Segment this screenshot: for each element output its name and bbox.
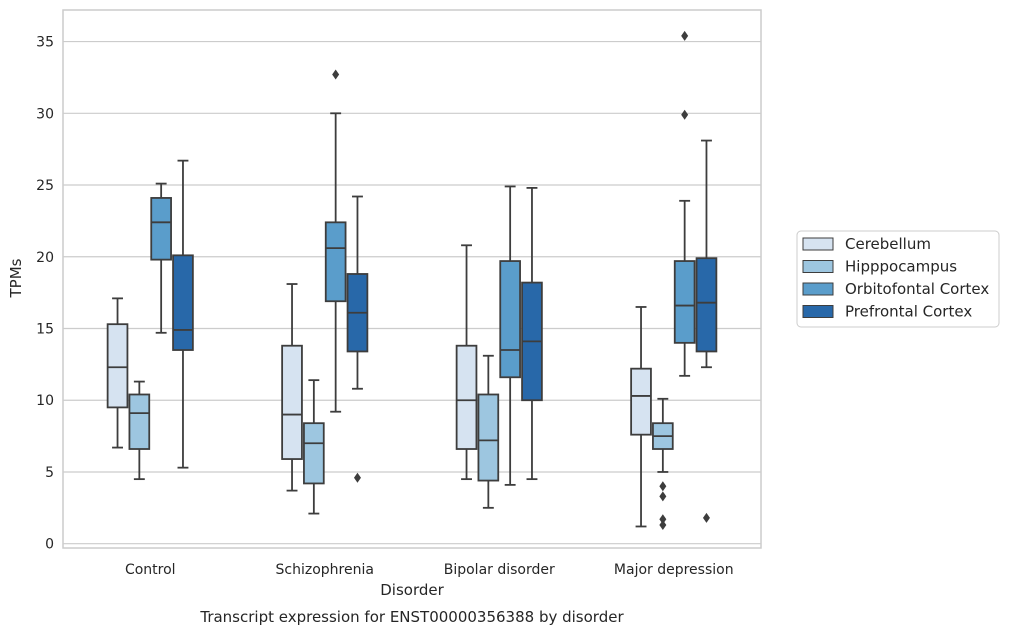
box-group — [128, 380, 151, 481]
box — [324, 221, 347, 303]
box — [281, 344, 303, 460]
gridlines — [63, 40, 761, 545]
y-axis-label: TPMs — [7, 258, 25, 298]
box-group — [521, 186, 543, 481]
box — [499, 260, 521, 379]
box-group — [673, 30, 696, 377]
legend-label: Hipppocampus — [845, 258, 957, 276]
x-tick-labels: Control Schizophrenia Bipolar disorder Majo… — [125, 562, 734, 578]
axes-frame — [62, 9, 762, 549]
legend-label: Prefrontal Cortex — [845, 303, 972, 321]
outlier-point — [659, 491, 667, 502]
outlier-point — [353, 472, 361, 483]
legend-swatch — [802, 282, 834, 296]
box-group — [172, 159, 194, 469]
box-group — [499, 185, 521, 486]
outlier-point — [659, 481, 667, 492]
box-group — [324, 69, 347, 413]
box — [128, 393, 151, 450]
legend-swatch — [802, 260, 834, 273]
outlier-point — [332, 69, 340, 80]
y-tick-label: 0 — [45, 537, 54, 553]
box-group — [281, 283, 303, 492]
box — [673, 260, 696, 344]
y-tick-label: 10 — [36, 393, 54, 409]
box — [150, 197, 172, 261]
legend-label: Orbitofontal Cortex — [845, 280, 989, 298]
box-group — [346, 195, 369, 483]
legend-swatch — [802, 237, 834, 251]
y-tick-label: 35 — [36, 35, 54, 51]
x-tick-label: Bipolar disorder — [444, 562, 555, 578]
x-tick-label: Control — [125, 562, 176, 578]
y-tick-label: 5 — [45, 465, 54, 481]
box-plot-area — [106, 30, 718, 531]
box-group — [303, 379, 325, 515]
outlier-point — [681, 30, 689, 41]
box — [172, 254, 194, 351]
box-group — [652, 397, 674, 531]
box — [630, 367, 652, 436]
box-group — [477, 354, 500, 509]
box-group — [455, 244, 478, 481]
box — [455, 344, 478, 450]
legend-swatch — [802, 305, 834, 318]
outlier-point — [681, 109, 689, 120]
legend-label: Cerebellum — [845, 235, 931, 253]
legend: Cerebellum Hipppocampus Orbitofontal Corte… — [796, 230, 1000, 328]
box-group — [106, 297, 129, 449]
x-tick-label: Schizophrenia — [276, 562, 374, 578]
y-tick-labels: 0 5 10 15 20 25 30 35 — [36, 35, 54, 553]
outlier-point — [702, 512, 710, 523]
box-group — [695, 139, 718, 523]
legend-frame — [796, 230, 1000, 328]
box — [695, 257, 718, 353]
y-tick-label: 25 — [36, 178, 54, 194]
box — [303, 422, 325, 485]
box — [477, 393, 500, 482]
y-tick-label: 30 — [36, 106, 54, 122]
outlier-point — [659, 514, 667, 525]
y-tick-label: 15 — [36, 321, 54, 337]
outlier-point — [659, 520, 667, 531]
box-group — [630, 306, 652, 528]
x-tick-label: Major depression — [614, 562, 734, 578]
x-axis-label: Disorder — [380, 581, 444, 599]
box-group — [150, 182, 172, 334]
chart-caption: Transcript expression for ENST0000035638… — [199, 608, 624, 626]
box — [106, 323, 129, 409]
y-tick-label: 20 — [36, 250, 54, 266]
